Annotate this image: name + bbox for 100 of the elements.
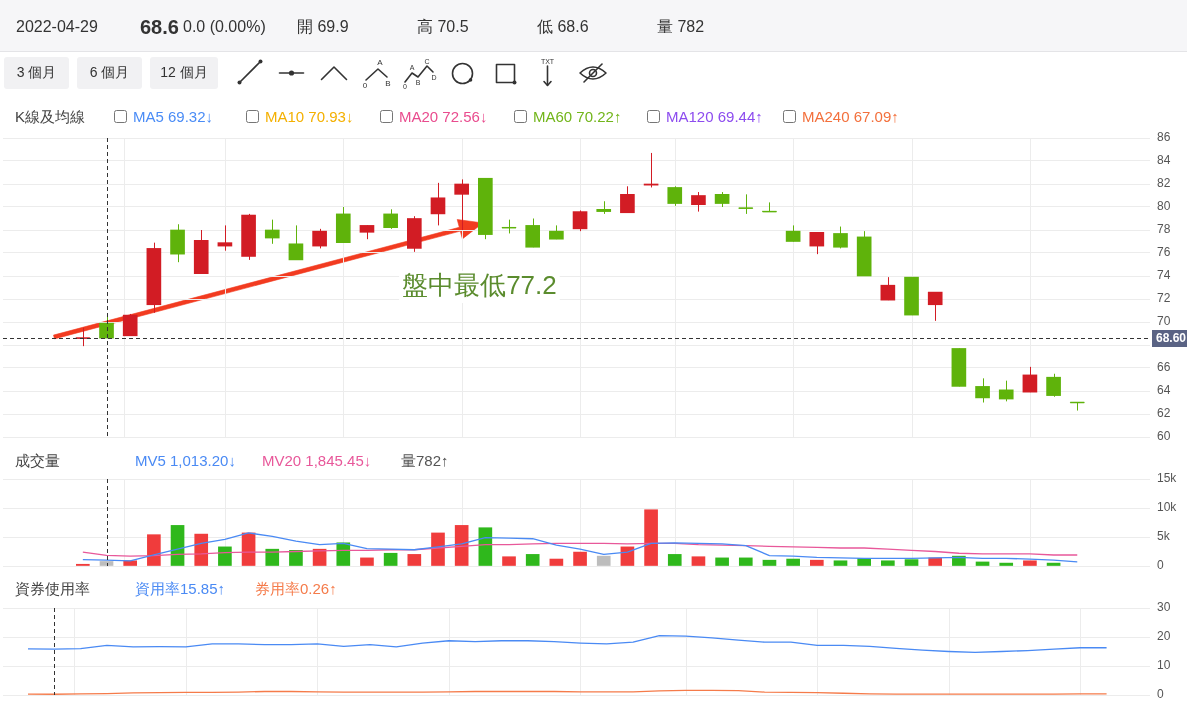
bar <box>289 550 303 566</box>
y-tick-label: 0 <box>1157 687 1164 702</box>
bar <box>691 556 706 566</box>
chart-title: K線及均線 <box>15 107 86 127</box>
y-tick-label: 62 <box>1157 406 1171 421</box>
y-tick-label: 15k <box>1157 471 1178 486</box>
y-tick-label: 78 <box>1157 222 1171 237</box>
y-tick-label: 72 <box>1157 291 1171 306</box>
bar <box>904 559 919 566</box>
candlestick <box>1046 373 1061 398</box>
bar <box>454 525 469 566</box>
text: MA10 70.93↓ <box>265 107 354 127</box>
y-tick-label: 80 <box>1157 199 1171 214</box>
button: 6 個月 <box>77 57 142 89</box>
bar <box>596 555 611 566</box>
text: MV20 1,845.45↓ <box>262 451 372 471</box>
candlestick <box>572 209 588 232</box>
bar <box>383 552 398 566</box>
text: 2022-04-29 <box>16 17 98 37</box>
text: 高 70.5 <box>417 17 469 37</box>
text: 資用率15.85↑ <box>135 579 226 599</box>
candlestick <box>998 380 1014 402</box>
y-tick-label: 70 <box>1157 314 1171 329</box>
bar <box>147 534 161 566</box>
text: 量782↑ <box>401 451 449 471</box>
bar <box>194 533 209 566</box>
y-tick-label: 74 <box>1157 268 1171 283</box>
text: MA60 70.22↑ <box>533 107 622 127</box>
text: MA240 67.09↑ <box>802 107 899 127</box>
y-tick-label: 82 <box>1157 176 1171 191</box>
candlestick <box>312 228 327 249</box>
bar <box>762 559 777 566</box>
bar <box>360 557 374 566</box>
text: 券用率0.26↑ <box>255 579 337 599</box>
bar <box>170 525 185 566</box>
bar <box>502 556 516 566</box>
bar <box>99 561 114 566</box>
bar <box>952 555 966 566</box>
y-tick-label: 30 <box>1157 600 1171 615</box>
candlestick <box>691 191 706 213</box>
chart-title: 成交量 <box>15 451 60 471</box>
text: 0.0 (0.00%) <box>183 17 266 37</box>
y-tick-label: 84 <box>1157 153 1171 168</box>
bar <box>218 546 232 566</box>
bar <box>525 554 540 566</box>
candlestick <box>454 178 469 231</box>
bar <box>786 558 800 566</box>
candlestick <box>927 291 943 322</box>
candlestick <box>738 193 754 215</box>
text: 開 69.9 <box>297 17 349 37</box>
bar <box>715 557 729 566</box>
text: 低 68.6 <box>537 17 589 37</box>
bar <box>999 562 1014 566</box>
button: 3 個月 <box>4 57 69 89</box>
annotation: 盤中最低77.2 <box>402 270 557 301</box>
candlestick <box>1022 366 1038 393</box>
candlestick <box>809 231 825 255</box>
bar <box>1023 560 1037 566</box>
ref-line-label: 68.60 <box>1156 331 1187 346</box>
y-tick-label: 76 <box>1157 245 1171 260</box>
text: MV5 1,013.20↓ <box>135 451 236 471</box>
candlestick <box>217 224 233 252</box>
candlestick <box>620 185 635 214</box>
bar <box>478 527 493 566</box>
y-tick-label: 0 <box>1157 558 1164 573</box>
bar <box>336 542 351 566</box>
bar <box>975 561 990 566</box>
text: MA5 69.32↓ <box>133 107 214 127</box>
bar <box>1046 562 1061 566</box>
text: 量 782 <box>657 17 705 37</box>
bar <box>431 532 445 566</box>
text: 68.6 <box>140 15 179 39</box>
button: 12 個月 <box>150 57 218 89</box>
candlestick <box>667 185 683 207</box>
bar <box>833 560 848 566</box>
bar <box>549 558 564 566</box>
y-tick-label: 10 <box>1157 658 1171 673</box>
bar <box>738 557 753 566</box>
y-tick-label: 20 <box>1157 629 1171 644</box>
y-tick-label: 66 <box>1157 360 1171 375</box>
bar <box>667 554 682 566</box>
candlestick <box>288 224 304 261</box>
text: MA20 72.56↓ <box>399 107 488 127</box>
chart-title: 資券使用率 <box>15 579 90 599</box>
y-tick-label: 86 <box>1157 130 1171 145</box>
y-tick-label: 5k <box>1157 529 1171 544</box>
bar <box>644 509 658 566</box>
candlestick <box>122 313 138 337</box>
y-tick-label: 10k <box>1157 500 1178 515</box>
candlestick <box>975 377 990 403</box>
candlestick <box>264 219 280 245</box>
bar <box>881 560 895 566</box>
bar <box>809 559 824 566</box>
bar <box>573 551 587 566</box>
text: MA120 69.44↑ <box>666 107 763 127</box>
candlestick <box>430 182 446 226</box>
y-tick-label: 60 <box>1157 429 1171 444</box>
candlestick <box>525 218 541 248</box>
y-tick-label: 64 <box>1157 383 1171 398</box>
bar <box>407 554 422 566</box>
